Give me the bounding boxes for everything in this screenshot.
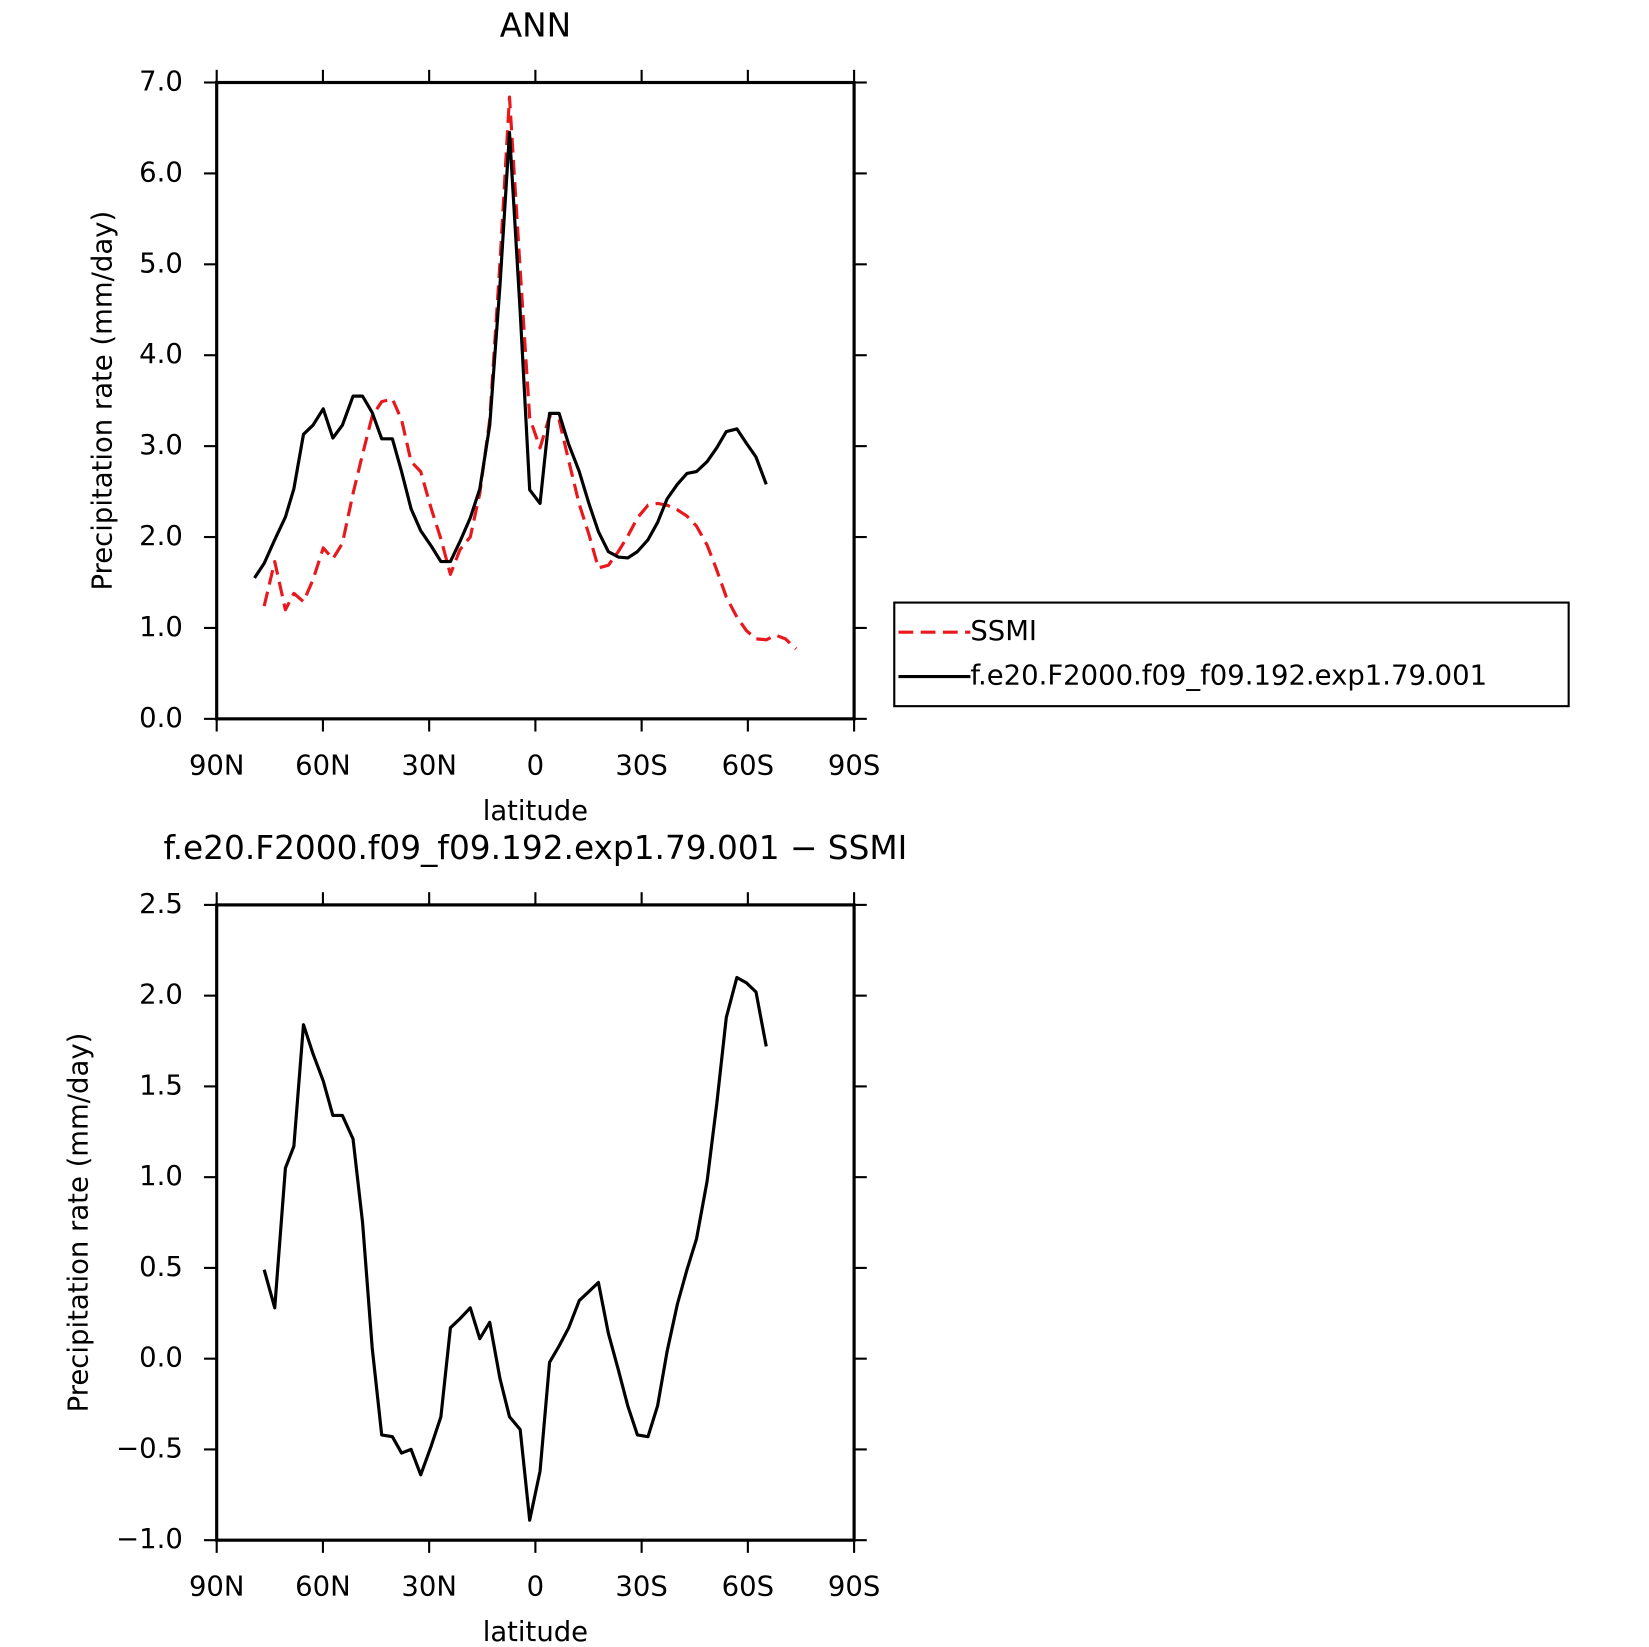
x-axis-label: latitude	[483, 1616, 588, 1647]
x-tick-label: 90S	[828, 749, 880, 781]
y-tick-label: 3.0	[139, 429, 183, 461]
x-tick-label: 30S	[615, 749, 667, 781]
x-tick-label: 60N	[295, 1571, 351, 1603]
chart-title: ANN	[500, 7, 571, 45]
y-tick-label: 0.5	[139, 1251, 183, 1283]
y-tick-label: 2.5	[139, 888, 183, 920]
x-tick-label: 0	[527, 749, 544, 781]
x-tick-label: 60N	[295, 749, 351, 781]
y-tick-label: 2.0	[139, 520, 183, 552]
x-tick-label: 0	[527, 1571, 544, 1603]
y-axis-label: Precipitation rate (mm/day)	[62, 1033, 94, 1413]
x-axis-label: latitude	[483, 795, 588, 827]
y-tick-label: 0.0	[139, 702, 183, 734]
y-tick-label: 5.0	[139, 247, 183, 279]
x-tick-label: 30N	[401, 749, 457, 781]
y-tick-label: 6.0	[139, 156, 183, 188]
plot-frame	[215, 80, 856, 721]
x-tick-label: 90N	[189, 749, 245, 781]
legend-box	[893, 601, 1570, 708]
data-line	[262, 975, 768, 1522]
y-tick-label: 1.5	[139, 1069, 183, 1101]
legend-label: f.e20.F2000.f09_f09.192.exp1.79.001	[970, 660, 1487, 692]
y-tick-label: 2.0	[139, 979, 183, 1011]
y-tick-label: 4.0	[139, 338, 183, 370]
x-tick-label: 90N	[189, 1571, 245, 1603]
y-tick-label: −0.5	[116, 1432, 183, 1464]
x-tick-label: 60S	[722, 1571, 774, 1603]
legend-label: SSMI	[970, 615, 1037, 647]
data-line	[253, 130, 768, 579]
y-tick-label: 7.0	[139, 66, 183, 98]
x-tick-label: 30S	[615, 1571, 667, 1603]
y-tick-label: 1.0	[139, 611, 183, 643]
y-tick-label: 1.0	[139, 1160, 183, 1192]
x-tick-label: 60S	[722, 749, 774, 781]
x-tick-label: 30N	[401, 1571, 457, 1603]
y-axis-label: Precipitation rate (mm/day)	[87, 211, 119, 591]
y-tick-label: −1.0	[116, 1523, 183, 1555]
chart-title: f.e20.F2000.f09_f09.192.exp1.79.001 − SS…	[163, 829, 907, 867]
y-tick-label: 0.0	[139, 1342, 183, 1374]
data-line	[262, 95, 798, 651]
x-tick-label: 90S	[828, 1571, 880, 1603]
